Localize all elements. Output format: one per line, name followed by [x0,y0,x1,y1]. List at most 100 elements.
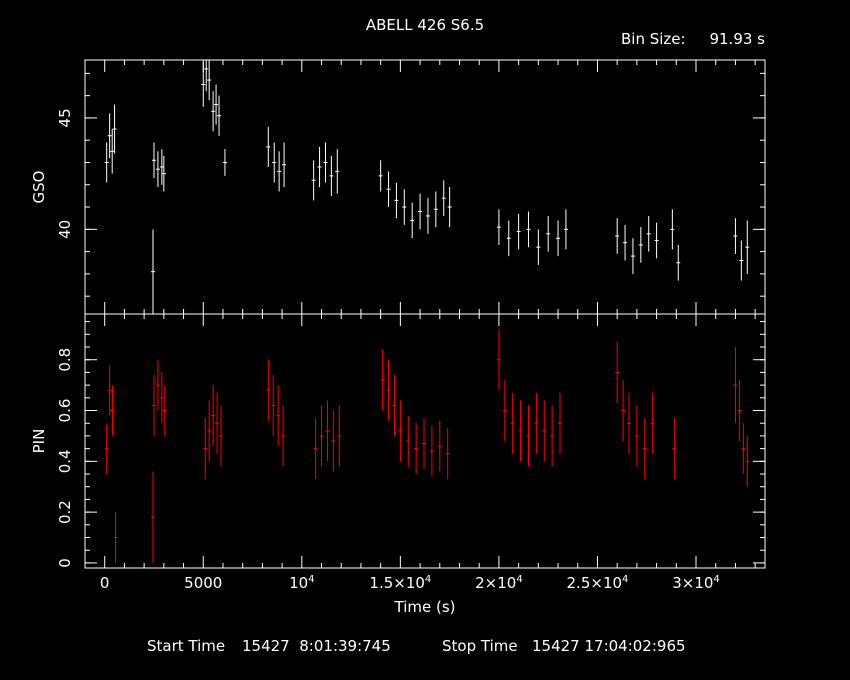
x-tick-label-exponent: 4 [622,574,628,585]
gso-data-point [670,209,675,250]
gso-data-points [104,60,750,314]
pin-y-tick-label: 0.4 [56,449,74,473]
gso-y-tick-label: 40 [56,220,74,239]
gso-data-point [496,209,501,245]
gso-data-point [526,211,531,248]
x-tick-label: 2.5×104 [567,574,629,592]
gso-data-point [317,146,322,187]
pin-data-point [672,418,677,480]
gso-data-point [323,142,328,183]
pin-data-point [526,405,531,467]
pin-data-point [627,392,631,454]
pin-data-point [151,471,155,563]
pin-data-point [737,380,742,441]
pin-data-point [422,418,427,469]
pin-y-tick-label: 0.6 [56,399,74,423]
pin-data-point [337,405,342,467]
gso-data-point [441,180,446,216]
pin-data-point [281,405,286,467]
x-tick-label-exponent: 4 [713,574,719,585]
x-tick-label-base: 2×10 [475,574,516,592]
gso-data-point [204,60,209,92]
x-tick-label: 1.5×104 [369,574,431,592]
gso-data-point [222,149,227,176]
pin-data-point [429,425,434,477]
pin-data-point [534,392,539,454]
pin-data-point [155,359,160,411]
pin-data-point [634,405,639,467]
bin-size-label: Bin Size: [621,30,686,48]
pin-data-point [510,392,515,454]
x-tick-label: 104 [289,574,314,592]
gso-data-point [214,84,219,125]
pin-data-point [380,349,385,411]
pin-panel: 0 0.2 0.4 0.6 0.8 PIN [30,313,766,569]
gso-data-point [151,229,155,314]
gso-panel: 40 45 GSO [30,59,766,315]
gso-data-point [733,218,738,254]
gso-data-point [433,191,438,228]
gso-data-point [159,149,164,185]
gso-data-point [506,220,511,257]
pin-data-point [107,364,112,416]
pin-data-point [642,418,647,480]
gso-data-point [646,215,651,252]
gso-data-point [556,220,561,257]
x-tick-label-exponent: 4 [308,574,314,585]
gso-axis-ticks: 40 45 [56,60,765,314]
pin-data-point [733,347,738,424]
gso-axis-label: GSO [30,171,48,204]
pin-data-points [104,329,750,563]
gso-y-tick-label: 45 [56,108,74,127]
gso-data-point [386,171,391,208]
gso-data-point [546,215,551,252]
pin-data-point [615,341,620,403]
x-tick-label-base: 2.5×10 [567,574,623,592]
pin-data-point [398,400,403,462]
gso-data-point [151,142,156,179]
gso-data-point [335,149,340,194]
gso-data-point [402,189,407,225]
gso-data-point [110,129,115,174]
pin-data-point [151,374,156,436]
pin-axis-ticks: 0 0.2 0.4 0.6 0.8 [56,314,765,568]
gso-data-point [161,155,166,192]
gso-data-point [654,222,659,259]
gso-data-point [311,160,316,201]
gso-data-point [447,187,452,228]
gso-data-point [211,91,216,132]
bin-size-value: 91.93 s [709,30,765,48]
pin-data-point [331,410,336,472]
chart-title: ABELL 426 S6.5 [366,16,484,34]
gso-data-point [425,198,430,234]
x-tick-labels: 0 5000 104 1.5×104 2×104 2.5×104 3×104 [100,574,720,592]
gso-panel-frame [84,59,766,315]
x-tick-label-exponent: 4 [516,574,522,585]
pin-data-point [518,400,523,462]
pin-data-point [207,400,212,462]
gso-data-point [536,229,541,265]
pin-data-point [313,418,318,480]
gso-data-point [563,209,568,250]
gso-data-point [410,202,415,239]
gso-data-point [623,224,628,261]
pin-data-point [271,374,276,436]
start-time-value: 15427 8:01:39:745 [242,637,391,655]
x-tick-label: 0 [100,574,110,592]
gso-data-point [329,155,334,196]
x-tick-label-exponent: 4 [425,574,431,585]
pin-data-point [325,400,330,462]
pin-data-point [392,374,397,436]
pin-data-point [445,428,450,480]
stop-time-value: 15427 17:04:02:965 [532,637,686,655]
pin-data-point [162,385,167,436]
pin-y-tick-label: 0.2 [56,500,74,524]
pin-data-point [104,423,109,475]
x-tick-label-base: 3×10 [672,574,713,592]
gso-data-point [516,213,521,250]
gso-data-point [418,193,423,230]
gso-data-point [201,62,206,107]
pin-y-tick-label: 0.8 [56,348,74,372]
gso-data-point [207,60,212,101]
gso-data-point [394,182,399,219]
